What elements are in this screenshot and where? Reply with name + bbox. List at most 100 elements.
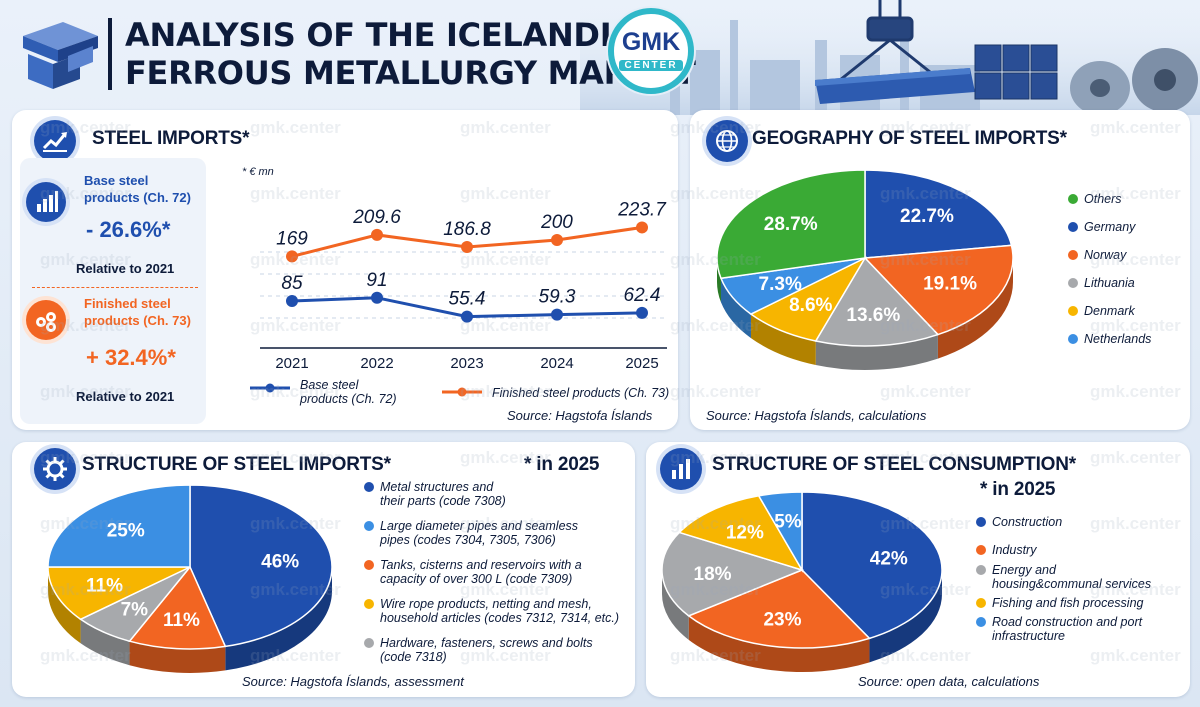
structure-imports-pie-chart: 46%11%7%11%25%	[47, 484, 333, 673]
kpi-base-sub: Relative to 2021	[76, 261, 175, 276]
pie-slice	[814, 256, 940, 347]
x-tick-label: 2025	[625, 355, 658, 372]
geography-heading: GEOGRAPHY OF STEEL IMPORTS*	[752, 128, 1067, 149]
legend-marker	[1068, 222, 1078, 232]
data-label: 55.4	[449, 289, 486, 310]
steel-imports-panel: STEEL IMPORTS* Base steel products (Ch. …	[12, 110, 678, 430]
legend-label: Netherlands	[1084, 332, 1152, 346]
logo-text: GMK	[621, 28, 681, 56]
legend-marker	[1068, 278, 1078, 288]
pie-label: 5%	[774, 512, 802, 533]
structure-imports-heading: STRUCTURE OF STEEL IMPORTS*	[82, 454, 391, 475]
pie-slice-side	[815, 334, 938, 370]
pie-label: 12%	[726, 522, 764, 543]
steel-imports-source: Source: Hagstofa Íslands	[507, 408, 653, 423]
page-title: ANALYSIS OF THE ICELANDIC FERROUS METALL…	[125, 16, 696, 92]
legend-finished-label: Finished steel products (Ch. 73)	[492, 386, 670, 400]
data-point	[371, 228, 383, 241]
pie-slice-side	[80, 619, 130, 666]
consumption-panel: STRUCTURE OF STEEL CONSUMPTION* * in 202…	[646, 442, 1190, 697]
structure-imports-note: * in 2025	[524, 454, 600, 475]
consumption-source: Source: open data, calculations	[858, 674, 1040, 689]
legend-label: Hardware, fasteners, screws and bolts (co…	[380, 636, 593, 664]
legend-label: Lithuania	[1084, 276, 1135, 290]
legend-marker	[364, 482, 374, 492]
steel-imports-heading: STEEL IMPORTS*	[92, 128, 250, 149]
legend-finished-marker	[442, 387, 482, 397]
pie-slice-side	[662, 570, 689, 640]
pie-slice	[47, 566, 191, 621]
data-label: 169	[276, 228, 308, 249]
x-tick-label: 2024	[540, 355, 573, 372]
geography-source: Source: Hagstofa Íslands, calculations	[706, 408, 927, 423]
industrial-skyline-illustration	[580, 0, 1200, 115]
pie-label: 46%	[261, 551, 299, 572]
geography-pie-chart: 22.7% 19.1% 13.6% 8.6%7.3% 28.7%	[716, 169, 1014, 370]
bar-chart-icon	[660, 448, 702, 490]
legend-label: Denmark	[1084, 304, 1135, 318]
data-point	[371, 291, 383, 304]
legend-base-marker	[250, 383, 290, 393]
title-divider	[108, 18, 112, 90]
pie-label: 19.1%	[923, 274, 977, 295]
pie-label: 8.6%	[789, 295, 832, 316]
legend-marker	[976, 517, 986, 527]
pie-label: 42%	[870, 548, 908, 569]
data-label: 223.7	[617, 199, 667, 220]
logo-subtext: CENTER	[619, 60, 683, 71]
pie-label: 23%	[763, 610, 801, 631]
data-point	[636, 221, 648, 234]
kpi-finished-value: + 32.4%*	[86, 345, 176, 370]
x-tick-label: 2023	[450, 355, 483, 372]
legend-marker	[1068, 306, 1078, 316]
pie-label: 11%	[163, 610, 200, 631]
pie-label: 18%	[694, 564, 732, 585]
unit-label: * € mn	[242, 166, 274, 178]
kpi-base-label: Base steel products (Ch. 72)	[84, 173, 191, 205]
steel-imports-line-chart: 2021 2022 2023 2024 2025 85 91 55.4 59.3 62.4 169 2…	[260, 199, 667, 372]
data-label: 62.4	[624, 285, 661, 306]
consumption-pie-chart: 42% 23% 18% 12% 5%	[661, 491, 943, 672]
data-point	[286, 294, 298, 307]
data-label: 59.3	[539, 287, 576, 308]
pie-slice-side	[750, 314, 816, 365]
pie-slice-side	[937, 258, 1013, 359]
gear-icon	[34, 448, 76, 490]
legend-label: Large diameter pipes and seamless pipes (…	[380, 519, 579, 547]
kpi-divider	[32, 287, 198, 288]
geography-panel: GEOGRAPHY OF STEEL IMPORTS* 22.7% 19.1% 13…	[690, 110, 1190, 430]
data-point	[461, 310, 473, 323]
legend-marker	[976, 598, 986, 608]
pie-slice-side	[869, 570, 942, 663]
kpi-finished-label: Finished steel products (Ch. 73)	[84, 296, 191, 328]
data-point	[636, 306, 648, 319]
bar-chart-icon	[26, 182, 66, 222]
x-tick-label: 2022	[360, 355, 393, 372]
pie-slice	[801, 491, 943, 640]
data-point	[461, 240, 473, 253]
pie-label: 7.3%	[759, 274, 802, 295]
pie-slice-side	[225, 567, 332, 671]
legend-label: Tanks, cisterns and reservoirs with a cap…	[380, 558, 582, 586]
legend-label: Wire rope products, netting and mesh, hou…	[380, 597, 620, 625]
legend-marker	[364, 599, 374, 609]
gmk-center-logo[interactable]: GMK CENTER	[608, 8, 694, 94]
legend-marker	[976, 565, 986, 575]
data-label: 91	[366, 270, 387, 291]
structure-imports-source: Source: Hagstofa Íslands, assessment	[242, 674, 464, 689]
legend-label: Industry	[992, 543, 1037, 557]
pie-slice	[864, 169, 1013, 259]
legend-label: Fishing and fish processing	[992, 596, 1144, 610]
legend-label: Road construction and port infrastructure	[992, 615, 1143, 643]
legend-label: Others	[1084, 192, 1122, 206]
pie-slice	[716, 169, 866, 280]
structure-imports-panel: STRUCTURE OF STEEL IMPORTS* * in 2025 46…	[12, 442, 635, 697]
data-label: 85	[281, 273, 303, 294]
pie-label: 28.7%	[764, 214, 818, 235]
data-label: 209.6	[352, 207, 401, 228]
pie-label: 11%	[86, 576, 123, 597]
globe-icon	[706, 120, 748, 162]
data-point	[551, 234, 563, 246]
pie-slice	[128, 565, 227, 650]
legend-base-label: Base steel products (Ch. 72)	[300, 378, 397, 406]
